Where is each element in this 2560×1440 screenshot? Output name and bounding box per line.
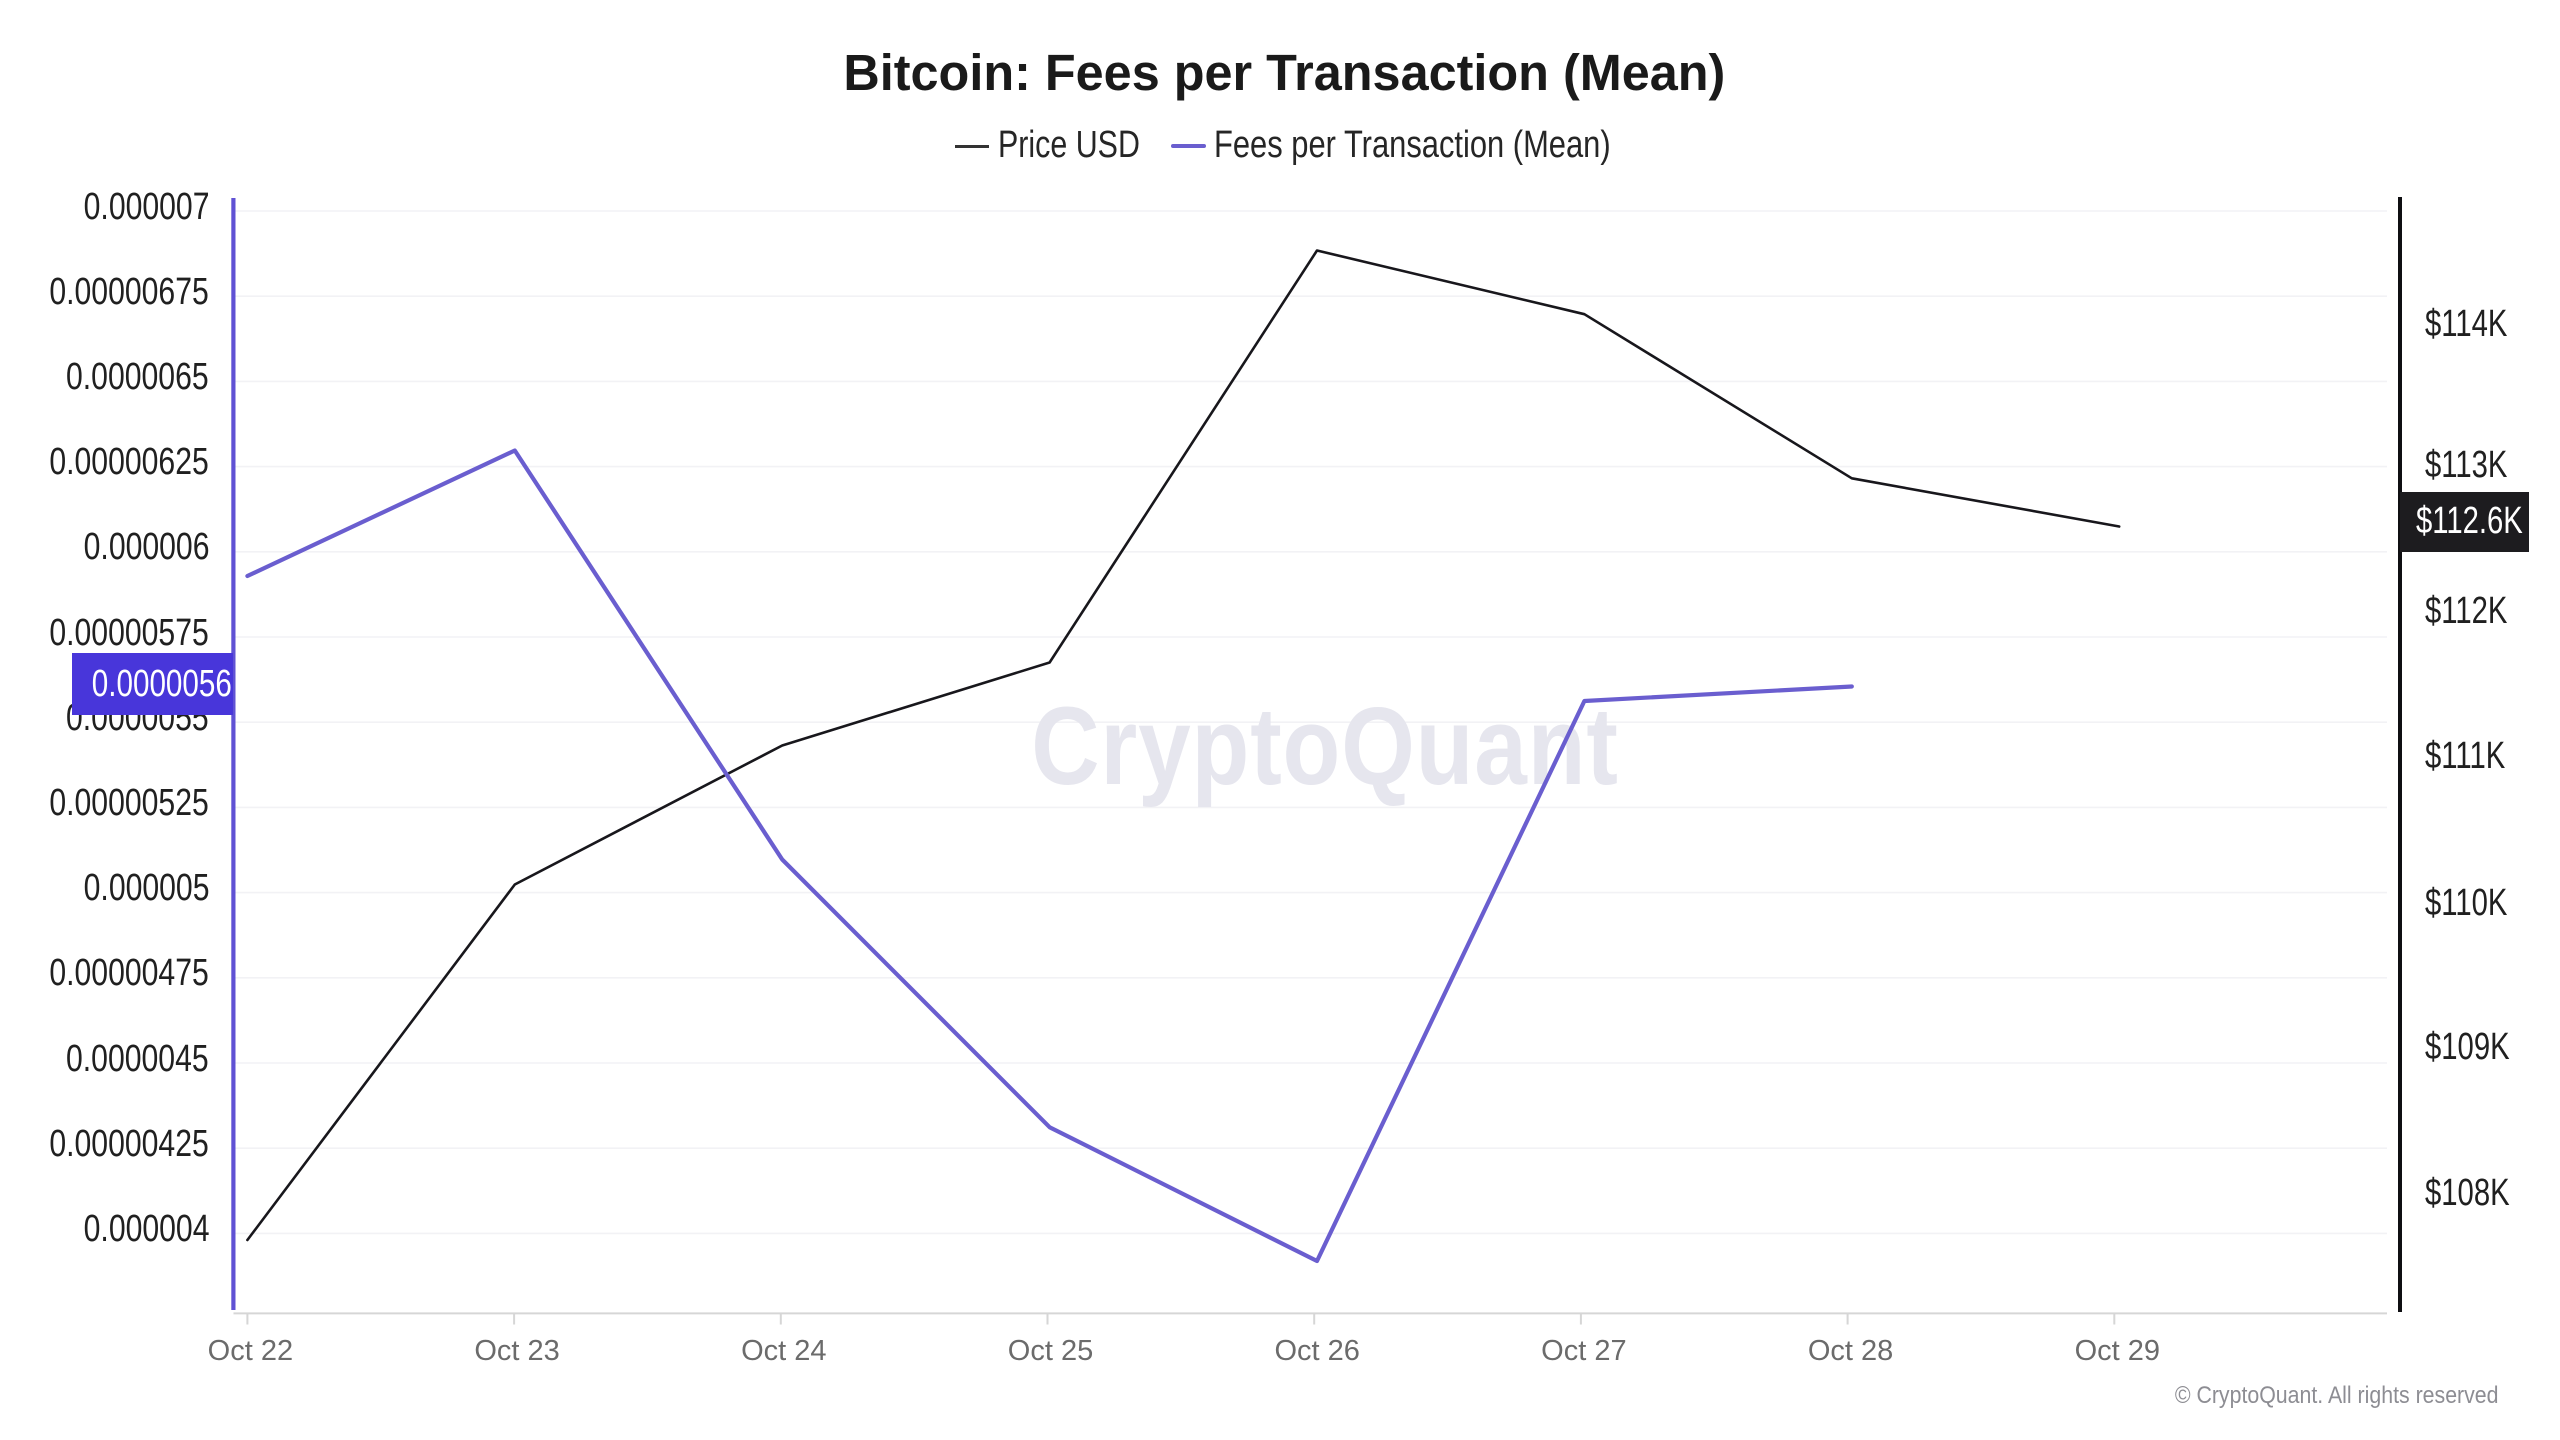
svg-text:CryptoQuant: CryptoQuant (1031, 684, 1618, 807)
